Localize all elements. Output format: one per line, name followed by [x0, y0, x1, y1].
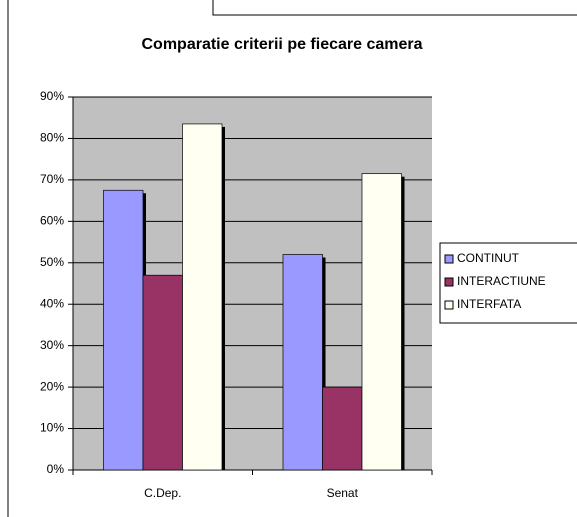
bar [103, 189, 144, 471]
bar [322, 386, 363, 471]
legend-swatch [444, 300, 454, 310]
y-tick-label: 10% [40, 421, 64, 435]
legend [439, 242, 577, 324]
legend-label: CONTINUT [457, 251, 520, 265]
window-edge [212, 0, 577, 16]
bar [361, 173, 402, 471]
bar [182, 123, 223, 471]
bar [282, 254, 323, 471]
y-tick-label: 40% [40, 296, 64, 310]
legend-label: INTERACTIUNE [457, 274, 546, 288]
legend-swatch [444, 254, 454, 264]
chart-title: Comparatie criterii pe fiecare camera [141, 36, 422, 53]
y-tick-label: 20% [40, 379, 64, 393]
x-tick-label: Senat [327, 486, 359, 500]
y-tick-label: 50% [40, 255, 64, 269]
legend-label: INTERFATA [457, 297, 521, 311]
x-tick-label: C.Dep. [144, 486, 181, 500]
y-tick-label: 60% [40, 214, 64, 228]
y-tick-label: 30% [40, 338, 64, 352]
y-tick-label: 80% [40, 131, 64, 145]
y-tick-label: 90% [40, 89, 64, 103]
legend-swatch [444, 277, 454, 287]
y-tick-label: 0% [47, 462, 65, 476]
bar [142, 274, 183, 471]
y-tick-label: 70% [40, 172, 64, 186]
